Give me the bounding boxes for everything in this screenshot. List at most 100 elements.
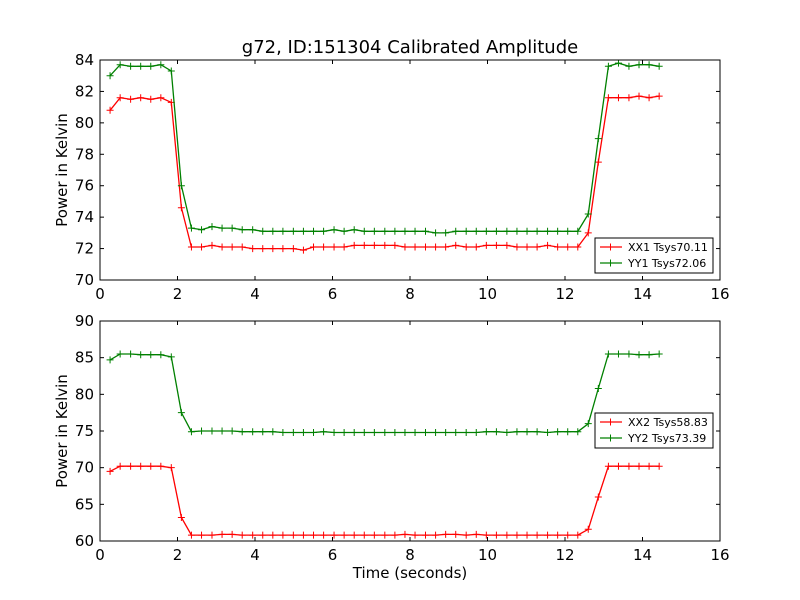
data-point: [564, 531, 572, 539]
x-axis-label: Time (seconds): [352, 564, 468, 582]
data-point: [554, 227, 562, 235]
data-point: [422, 428, 429, 436]
data-point: [472, 530, 480, 538]
data-point: [177, 514, 185, 522]
x-tick-label: 8: [405, 285, 415, 303]
y-axis-label: Power in Kelvin: [53, 374, 71, 488]
data-point: [187, 224, 195, 232]
x-tick-label: 14: [633, 546, 652, 564]
data-point: [645, 351, 653, 359]
data-point: [482, 227, 490, 235]
data-point: [635, 92, 643, 100]
data-point: [554, 243, 562, 251]
data-point: [299, 227, 307, 235]
data-point: [299, 531, 307, 539]
data-point: [147, 62, 155, 70]
y-tick-label: 80: [75, 385, 94, 403]
data-point: [513, 227, 521, 235]
data-point: [320, 531, 328, 539]
series-line: [109, 353, 660, 434]
data-point: [228, 530, 236, 538]
x-tick-label: 2: [173, 285, 183, 303]
data-point: [625, 94, 633, 102]
data-point: [574, 227, 582, 235]
data-point: [614, 462, 622, 470]
data-point: [167, 464, 175, 472]
data-point: [218, 243, 226, 251]
data-point: [645, 61, 653, 69]
data-point: [452, 241, 460, 249]
data-point: [238, 243, 246, 251]
data-point: [350, 241, 358, 249]
data-point: [564, 227, 572, 235]
data-point: [391, 241, 399, 249]
data-point: [533, 243, 541, 251]
data-point: [320, 428, 328, 436]
data-point: [533, 227, 541, 235]
data-point: [381, 428, 389, 436]
data-point: [442, 229, 450, 237]
data-point: [513, 531, 521, 539]
series-2-2: [106, 350, 663, 436]
data-point: [310, 531, 318, 539]
data-point: [228, 427, 236, 435]
data-point: [523, 531, 531, 539]
data-point: [604, 62, 612, 70]
data-point: [360, 227, 368, 235]
data-point: [401, 530, 409, 538]
data-point: [238, 226, 246, 234]
data-point: [289, 531, 297, 539]
data-point: [157, 351, 165, 359]
x-tick-label: 4: [250, 546, 260, 564]
data-point: [116, 350, 124, 358]
legend-label: YY2 Tsys73.39: [627, 432, 706, 445]
data-point: [432, 428, 440, 436]
data-point: [462, 531, 470, 539]
data-point: [492, 531, 500, 539]
series-1-2: [106, 59, 663, 237]
y-tick-label: 70: [75, 459, 94, 477]
data-point: [544, 241, 552, 249]
data-point: [482, 531, 490, 539]
data-point: [411, 227, 419, 235]
data-point: [289, 428, 297, 436]
data-point: [492, 428, 500, 436]
data-point: [625, 350, 633, 358]
data-point: [116, 94, 124, 102]
data-point: [249, 428, 257, 436]
data-point: [442, 243, 450, 251]
data-point: [432, 229, 440, 237]
data-point: [259, 245, 267, 253]
data-point: [604, 350, 612, 358]
data-point: [340, 531, 348, 539]
data-point: [340, 227, 348, 235]
data-point: [187, 428, 195, 436]
legend-frame: [594, 237, 714, 274]
data-point: [238, 531, 246, 539]
x-tick-label: 12: [555, 285, 574, 303]
data-point: [147, 351, 155, 359]
data-point: [279, 428, 287, 436]
data-point: [218, 427, 226, 435]
y-tick-label: 60: [75, 532, 94, 550]
data-point: [320, 227, 328, 235]
data-point: [625, 462, 633, 470]
data-point: [523, 428, 531, 436]
x-tick-label: 6: [328, 546, 338, 564]
data-point: [574, 243, 582, 251]
data-point: [167, 353, 175, 361]
data-point: [269, 428, 277, 436]
data-point: [503, 241, 511, 249]
legend-label: YY1 Tsys72.06: [627, 257, 706, 270]
data-point: [635, 61, 643, 69]
data-point: [228, 224, 236, 232]
data-point: [370, 428, 378, 436]
data-point: [106, 467, 114, 475]
data-point: [655, 62, 663, 70]
data-point: [381, 227, 389, 235]
y-axis-label: Power in Kelvin: [53, 113, 71, 227]
series-line: [109, 62, 660, 234]
data-point: [269, 245, 277, 253]
data-point: [462, 227, 470, 235]
data-point: [289, 245, 297, 253]
